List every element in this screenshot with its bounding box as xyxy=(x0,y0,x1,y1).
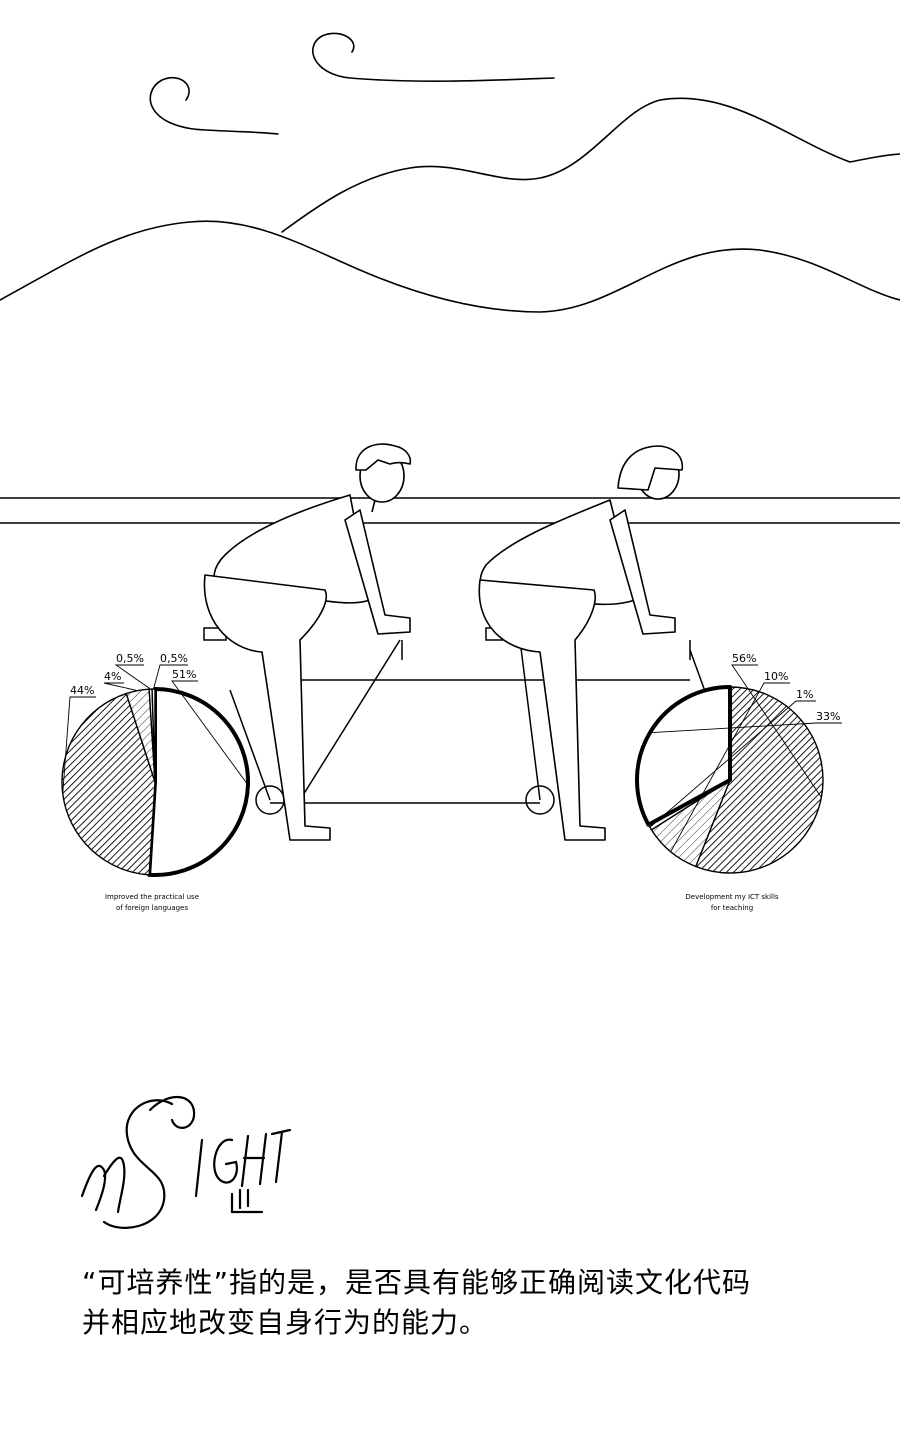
pie-slice-label: 4% xyxy=(104,670,121,683)
horizon-lines xyxy=(0,497,900,524)
pie-label-leader xyxy=(731,664,822,798)
pie-label-leader xyxy=(62,696,96,794)
pie-chart-ict: 56% 10% 1%33% Development my ICT skills fo… xyxy=(635,652,842,912)
pie-chart-languages: 51% 44% 4% 0,5% 0,5% Improved the practical … xyxy=(61,652,250,912)
rider-right xyxy=(478,445,684,841)
pie-slice xyxy=(635,685,732,827)
insight-logo xyxy=(80,1095,292,1229)
rider-left xyxy=(203,443,412,841)
pie-slice-label: 1% xyxy=(796,688,813,701)
pie-label-leader xyxy=(670,682,790,852)
caption-line-2: 并相应地改变自身行为的能力。 xyxy=(82,1306,489,1339)
caption-line-1: “可培养性”指的是，是否具有能够正确阅读文化代码 xyxy=(82,1266,752,1299)
pie-slice-label: 10% xyxy=(764,670,788,683)
pie-label-leader xyxy=(171,680,249,786)
pie-label-leader xyxy=(103,682,138,692)
pie-slice-label: 44% xyxy=(70,684,94,697)
sky-decoration xyxy=(0,32,900,313)
pie-slice-label: 0,5% xyxy=(160,652,188,665)
pie-slice-label: 0,5% xyxy=(116,652,144,665)
pie-title-line-1: Development my ICT skills xyxy=(685,893,779,901)
pie-slice-label: 56% xyxy=(732,652,756,665)
pie-slice xyxy=(151,688,156,783)
pie-slice-label: 33% xyxy=(816,710,840,723)
caption-text: “可培养性”指的是，是否具有能够正确阅读文化代码 并相应地改变自身行为的能力。 xyxy=(82,1263,872,1343)
pie-title-line-1: Improved the practical use xyxy=(105,893,199,901)
pie-title-line-2: for teaching xyxy=(711,904,753,912)
pie-label-leader xyxy=(153,664,188,690)
pie-label-leader xyxy=(649,722,842,734)
pie-label-leader xyxy=(649,700,816,828)
pie-slice-label: 51% xyxy=(172,668,196,681)
pie-label-leader xyxy=(114,664,151,690)
pie-title-line-2: of foreign languages xyxy=(116,904,188,912)
pie-slice xyxy=(147,687,250,877)
